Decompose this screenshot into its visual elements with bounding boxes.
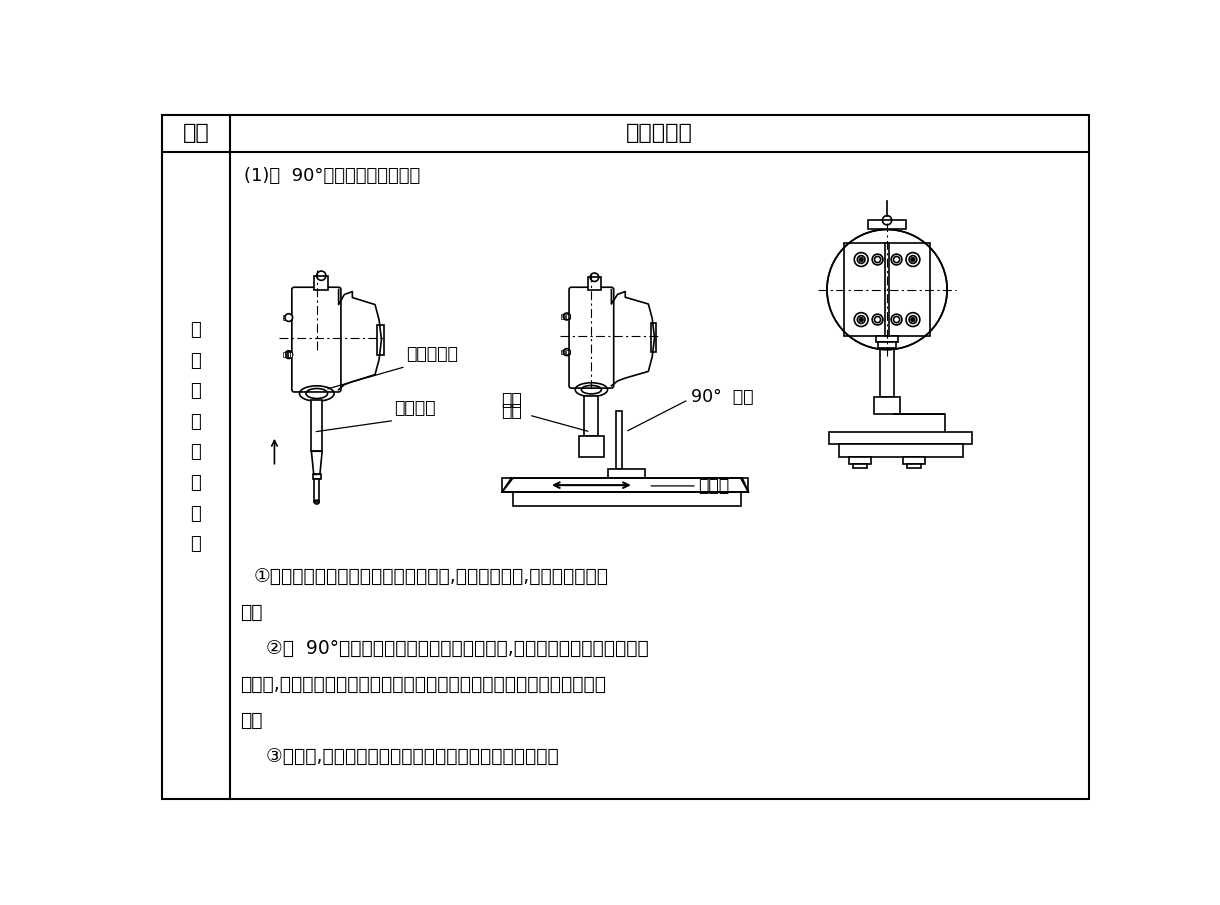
Bar (880, 348, 894, 397)
Bar (588, 277, 600, 290)
Bar (512, 492, 741, 506)
Circle shape (859, 318, 864, 322)
Bar (288, 352, 289, 357)
Text: 立
铣
头
零
位
的
校
正: 立 铣 头 零 位 的 校 正 (190, 321, 201, 553)
Text: 垂直: 垂直 (240, 711, 262, 730)
Circle shape (910, 257, 915, 262)
Text: ③校正时,应在工作台进给方向的平行和垂直两个位置进行: ③校正时,应在工作台进给方向的平行和垂直两个位置进行 (254, 747, 559, 766)
Bar (290, 315, 292, 319)
FancyBboxPatch shape (569, 287, 614, 388)
Bar (566, 350, 567, 355)
Bar (283, 315, 285, 319)
Bar (377, 325, 383, 355)
Bar (290, 352, 292, 357)
Bar (288, 315, 289, 319)
Text: 柱表面,观察缝隙是否均匀或密合来确定立铣头主轴轴线与工作台台面是否: 柱表面,观察缝隙是否均匀或密合来确定立铣头主轴轴线与工作台台面是否 (240, 675, 606, 694)
Text: 锥孔: 锥孔 (240, 603, 262, 622)
FancyBboxPatch shape (292, 287, 340, 392)
Bar (830, 432, 972, 444)
Bar (853, 464, 867, 468)
Text: 90°  角尺: 90° 角尺 (691, 388, 753, 406)
Bar (609, 469, 645, 478)
Bar (285, 352, 287, 357)
Bar (503, 478, 748, 492)
Bar (849, 457, 871, 464)
Bar (569, 350, 570, 355)
Bar (564, 350, 565, 355)
Text: ②将  90°角尺尺座底面紧贴在工作台台面上,用尺苗外测量面靠向心轴圆: ②将 90°角尺尺座底面紧贴在工作台台面上,用尺苗外测量面靠向心轴圆 (254, 639, 649, 658)
Bar (564, 314, 565, 319)
Text: 心轴: 心轴 (501, 403, 522, 421)
Bar (908, 464, 921, 468)
Bar (903, 457, 925, 464)
Bar (569, 314, 570, 319)
Bar (283, 352, 285, 357)
Bar (838, 444, 963, 457)
Bar (561, 350, 562, 355)
Bar (878, 342, 897, 348)
Circle shape (285, 314, 293, 321)
Text: 工作台: 工作台 (698, 477, 730, 495)
Bar (616, 411, 622, 469)
Bar (867, 220, 906, 230)
Bar (844, 243, 930, 336)
Bar (650, 323, 656, 352)
Text: 锥柄: 锥柄 (501, 391, 522, 409)
Bar (561, 314, 562, 319)
Text: ①选用与主轴锥孔锥度相同的锥柄心轴,擦净接合面后,将心轴插人主轴: ①选用与主轴锥孔锥度相同的锥柄心轴,擦净接合面后,将心轴插人主轴 (254, 567, 609, 586)
Text: (1)用  90°角尺和锥度心轴校正: (1)用 90°角尺和锥度心轴校正 (244, 167, 421, 186)
Circle shape (285, 351, 293, 358)
Bar (315, 276, 328, 290)
Bar (876, 336, 898, 342)
Text: 图示与说明: 图示与说明 (626, 123, 693, 143)
Bar (311, 400, 322, 452)
Text: 立铣头主轴: 立铣头主轴 (406, 345, 458, 363)
Bar (874, 397, 900, 414)
Circle shape (910, 318, 915, 322)
Bar (285, 315, 287, 319)
Bar (584, 395, 598, 436)
Text: 锥柄心轴: 锥柄心轴 (394, 398, 436, 416)
Bar (580, 436, 604, 457)
Circle shape (859, 257, 864, 262)
Bar (314, 474, 321, 479)
Text: 类别: 类别 (183, 123, 210, 143)
Bar (566, 314, 567, 319)
Bar (315, 479, 320, 502)
